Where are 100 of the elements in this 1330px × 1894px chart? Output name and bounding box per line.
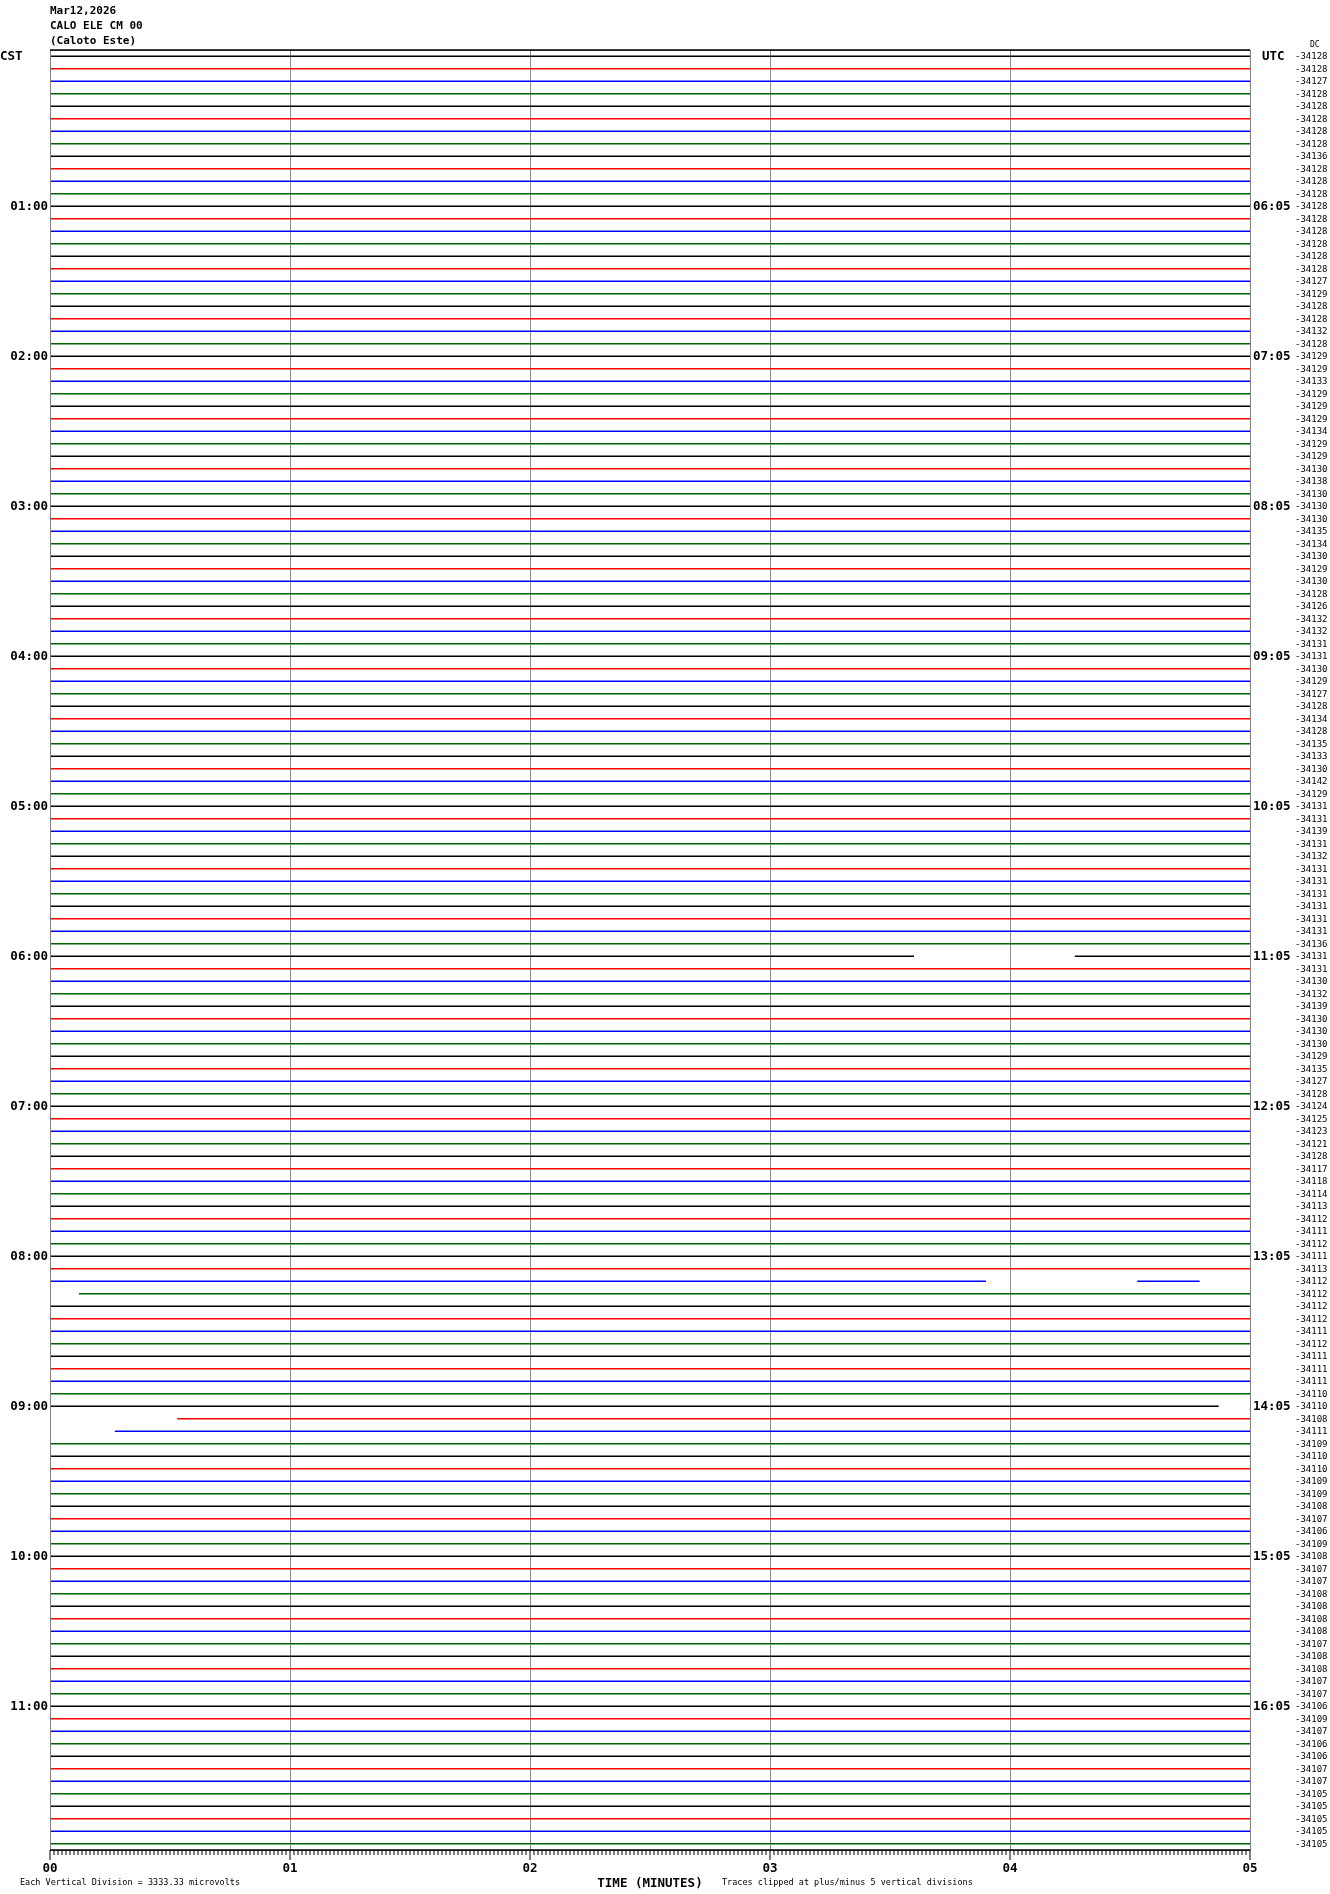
text: -34125 — [1295, 1113, 1328, 1124]
text: -34128 — [1295, 1150, 1328, 1161]
x-tick-label: 04 — [1002, 1859, 1018, 1875]
text: (Caloto Este) — [50, 34, 137, 47]
text: -34127 — [1295, 75, 1328, 86]
text: -34128 — [1295, 1088, 1328, 1099]
text: -34132 — [1295, 613, 1328, 624]
text: -34106 — [1295, 1700, 1328, 1711]
text: -34109 — [1295, 1713, 1328, 1724]
text: -34105 — [1295, 1788, 1328, 1799]
y-tick-label: 05:00 — [10, 797, 48, 813]
text: -34123 — [1295, 1125, 1328, 1136]
text: -34128 — [1295, 125, 1328, 136]
text: -34128 — [1295, 200, 1328, 211]
y2-tick-label: 09:05 — [1253, 647, 1291, 663]
text: -34111 — [1295, 1225, 1328, 1236]
text: -34129 — [1295, 675, 1328, 686]
x-tick-label: 01 — [282, 1859, 298, 1875]
text: Traces clipped at plus/minus 5 vertical divisions — [722, 1876, 973, 1887]
text: -34105 — [1295, 1838, 1328, 1849]
text: -34128 — [1295, 138, 1328, 149]
y2-tick-label: 11:05 — [1253, 947, 1291, 963]
text: -34107 — [1295, 1775, 1328, 1786]
text: -34107 — [1295, 1688, 1328, 1699]
text: -34127 — [1295, 275, 1328, 286]
text: -34130 — [1295, 975, 1328, 986]
text: -34130 — [1295, 1038, 1328, 1049]
text: -34130 — [1295, 763, 1328, 774]
text: -34109 — [1295, 1438, 1328, 1449]
text: -34111 — [1295, 1363, 1328, 1374]
text: -34136 — [1295, 150, 1328, 161]
text: -34110 — [1295, 1463, 1328, 1474]
text: DC — [1310, 39, 1320, 49]
text: -34106 — [1295, 1738, 1328, 1749]
text: -34130 — [1295, 663, 1328, 674]
text: -34131 — [1295, 913, 1328, 924]
text: -34133 — [1295, 750, 1328, 761]
text: -34128 — [1295, 300, 1328, 311]
text: -34142 — [1295, 775, 1328, 786]
text: -34131 — [1295, 863, 1328, 874]
text: -34128 — [1295, 588, 1328, 599]
text: -34121 — [1295, 1138, 1328, 1149]
text: -34128 — [1295, 50, 1328, 61]
text: -34131 — [1295, 800, 1328, 811]
text: -34112 — [1295, 1300, 1328, 1311]
text: -34129 — [1295, 400, 1328, 411]
text: -34129 — [1295, 1050, 1328, 1061]
text: -34118 — [1295, 1175, 1328, 1186]
chart-subtitle: CALO ELE CM 00 — [50, 19, 143, 32]
text: -34107 — [1295, 1638, 1328, 1649]
text: -34131 — [1295, 900, 1328, 911]
y-tick-label: 03:00 — [10, 497, 48, 513]
text: -34131 — [1295, 650, 1328, 661]
x-tick-label: 00 — [42, 1859, 58, 1875]
text: -34131 — [1295, 925, 1328, 936]
y-tick-label: 08:00 — [10, 1247, 48, 1263]
text: -34105 — [1295, 1825, 1328, 1836]
text: -34109 — [1295, 1475, 1328, 1486]
y-tick-label: 04:00 — [10, 647, 48, 663]
text: -34111 — [1295, 1425, 1328, 1436]
text: -34129 — [1295, 413, 1328, 424]
text: -34129 — [1295, 450, 1328, 461]
text: -34106 — [1295, 1525, 1328, 1536]
text: -34134 — [1295, 713, 1328, 724]
text: -34129 — [1295, 288, 1328, 299]
text: -34108 — [1295, 1663, 1328, 1674]
text: -34112 — [1295, 1338, 1328, 1349]
text: -34130 — [1295, 1025, 1328, 1036]
y-tick-label: 10:00 — [10, 1547, 48, 1563]
text: -34130 — [1295, 550, 1328, 561]
text: -34108 — [1295, 1600, 1328, 1611]
text: -34130 — [1295, 488, 1328, 499]
text: -34135 — [1295, 525, 1328, 536]
x-tick-label: 02 — [522, 1859, 538, 1875]
x-axis-title: TIME (MINUTES) — [597, 1874, 703, 1890]
text: -34114 — [1295, 1188, 1328, 1199]
text: -34112 — [1295, 1275, 1328, 1286]
text: -34128 — [1295, 213, 1328, 224]
text: -34113 — [1295, 1263, 1328, 1274]
y2-axis-title: UTC — [1262, 47, 1285, 63]
text: -34128 — [1295, 88, 1328, 99]
y2-tick-label: 13:05 — [1253, 1247, 1291, 1263]
text: -34107 — [1295, 1675, 1328, 1686]
text: -34133 — [1295, 375, 1328, 386]
text: -34127 — [1295, 688, 1328, 699]
text: -34107 — [1295, 1513, 1328, 1524]
y2-tick-label: 14:05 — [1253, 1397, 1291, 1413]
text: -34108 — [1295, 1588, 1328, 1599]
y-tick-label: 06:00 — [10, 947, 48, 963]
text: -34135 — [1295, 738, 1328, 749]
text: -34135 — [1295, 1063, 1328, 1074]
text: -34110 — [1295, 1388, 1328, 1399]
text: -34131 — [1295, 963, 1328, 974]
text: -34130 — [1295, 463, 1328, 474]
text: -34110 — [1295, 1400, 1328, 1411]
text: -34128 — [1295, 100, 1328, 111]
text: -34111 — [1295, 1325, 1328, 1336]
text: -34129 — [1295, 788, 1328, 799]
chart-title: Mar12,2026 — [50, 4, 117, 17]
text: -34112 — [1295, 1313, 1328, 1324]
